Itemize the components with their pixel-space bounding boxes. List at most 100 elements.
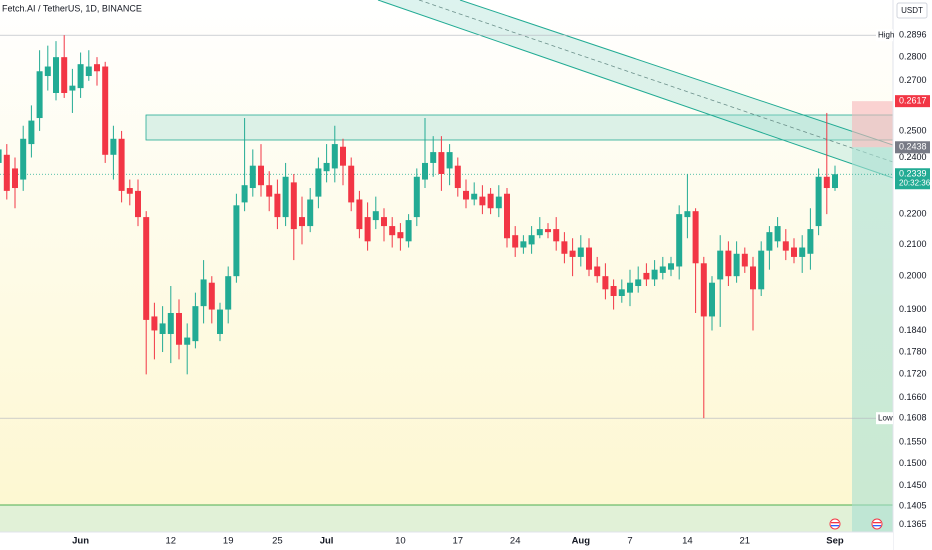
candle-body: [643, 272, 650, 280]
low-value: 0.1608: [899, 413, 927, 423]
candle-body: [610, 286, 617, 296]
x-tick-label: Jul: [320, 536, 334, 547]
candle-body: [28, 120, 35, 145]
candle-body: [758, 250, 765, 290]
y-tick-label: 0.2200: [899, 209, 927, 219]
stop-zone: [852, 101, 893, 148]
channel-line: [377, 0, 894, 179]
candle-body: [94, 64, 100, 72]
price-lines: [0, 34, 893, 419]
x-tick-label: Jun: [72, 536, 89, 547]
candle-body: [438, 152, 445, 174]
candle-body: [208, 282, 215, 310]
candle-body: [471, 193, 478, 200]
last-price-tag: [895, 168, 930, 190]
target-zone: [852, 147, 893, 532]
y-tick-label: 0.1660: [899, 392, 927, 402]
candle-body: [36, 71, 43, 119]
candle-body: [315, 168, 322, 197]
y-tick-label: 0.2100: [899, 239, 927, 249]
candle-body: [709, 282, 715, 317]
candle-body: [504, 193, 510, 239]
candle-body: [528, 235, 535, 245]
candle-body: [200, 279, 207, 307]
time-axis: [0, 532, 893, 550]
stop-tag: [895, 95, 930, 108]
candle-body: [832, 174, 838, 189]
x-tick-label: 14: [682, 536, 693, 547]
currency-button[interactable]: [896, 2, 928, 19]
candle-body: [454, 165, 461, 189]
candle-body: [184, 337, 191, 345]
candle-body: [569, 250, 576, 257]
candle-body: [479, 196, 486, 206]
candle-body: [676, 214, 683, 267]
candle-body: [364, 217, 371, 242]
candle-body: [774, 226, 781, 242]
candle-body: [725, 250, 732, 277]
candle-body: [77, 64, 84, 89]
candle-body: [389, 226, 396, 236]
candle-body: [110, 138, 117, 155]
candle-body: [799, 247, 806, 257]
candle-body: [44, 66, 51, 77]
countdown: 20:32:36: [899, 178, 931, 187]
y-tick-label: 0.2700: [899, 75, 927, 85]
candle-body: [815, 176, 822, 227]
candle-body: [733, 253, 740, 277]
candle-body: [143, 217, 150, 320]
high-text: High: [878, 30, 894, 39]
candle-body: [627, 282, 633, 293]
candle-body: [20, 138, 27, 180]
x-tick-label: 10: [395, 536, 406, 547]
candle-body: [299, 217, 305, 227]
y-tick-label: 0.1840: [899, 325, 927, 335]
candle-body: [594, 266, 601, 277]
position-tool: [852, 101, 893, 532]
candle-body: [405, 220, 412, 242]
candle-body: [659, 266, 666, 273]
last-price-value: 0.2339: [899, 169, 927, 179]
candle-body: [102, 66, 109, 155]
candle-body: [85, 66, 92, 77]
candle-body: [651, 269, 658, 280]
candle-body: [553, 229, 560, 242]
y-tick-label: 0.1550: [899, 436, 927, 446]
high-tag: [876, 29, 893, 42]
axis-labels: 0.2800 0.2700 0.2500 0.2400 0.2200 0.2100 0.20…: [72, 29, 931, 547]
candle-body: [233, 205, 240, 277]
candle-body: [331, 144, 338, 169]
price-axis: [893, 0, 932, 550]
candle-body: [381, 217, 387, 227]
event-icon[interactable]: [871, 518, 883, 530]
x-tick-label: Aug: [572, 536, 591, 547]
low-text: Low: [878, 413, 893, 422]
support-band: [0, 505, 893, 532]
candle-body: [512, 235, 519, 248]
candle-body: [69, 85, 76, 91]
candle-body: [487, 193, 494, 209]
x-tick-label: 17: [453, 536, 464, 547]
candle-body: [176, 312, 182, 345]
candle-body: [135, 190, 141, 218]
candle-body: [750, 266, 756, 290]
y-tick-label: 0.1365: [899, 519, 927, 529]
event-icon[interactable]: [829, 518, 841, 530]
entry-tag: [895, 141, 930, 154]
y-tick-label: 0.1900: [899, 304, 927, 314]
candle-body: [151, 316, 158, 331]
candle-body: [348, 165, 355, 203]
channel-line: [459, 0, 894, 146]
y-tick-label: 0.1405: [899, 500, 927, 510]
candle-body: [372, 211, 379, 221]
candle-body: [126, 188, 133, 194]
candle-body: [807, 229, 814, 254]
candle-body: [463, 190, 469, 200]
y-tick-label: 0.1780: [899, 346, 927, 356]
candle-body: [217, 309, 223, 334]
candle-body: [118, 138, 125, 191]
y-tick-label: 0.1720: [899, 369, 927, 379]
currency-label[interactable]: USDT: [901, 6, 923, 15]
entry-label: 0.2438: [899, 142, 927, 152]
